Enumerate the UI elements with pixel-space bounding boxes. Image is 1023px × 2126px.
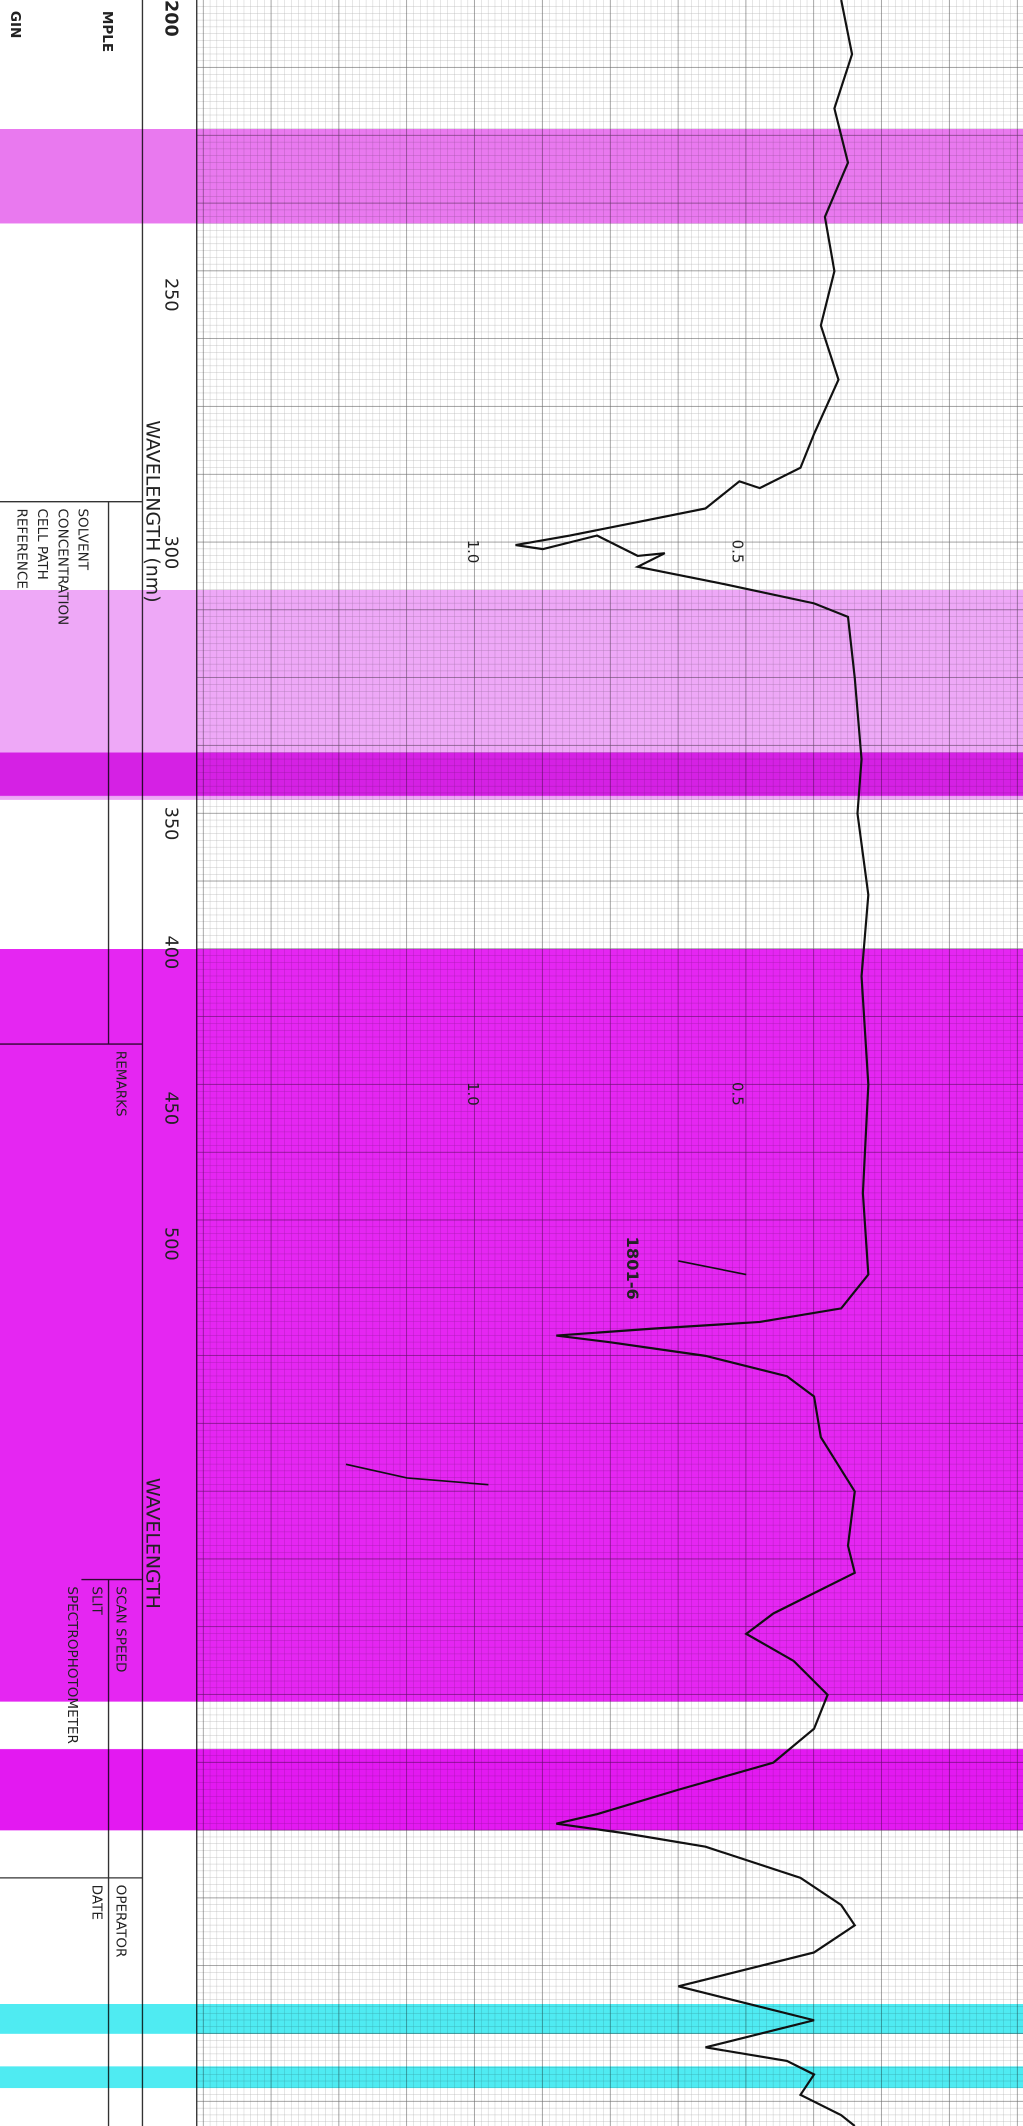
annotation: 0.5 [729, 540, 747, 564]
annotation: 1.0 [464, 540, 482, 564]
form-field: OPERATOR [113, 1885, 129, 1958]
pen-stroke [345, 1463, 489, 1486]
origin-label: GIN [7, 11, 23, 38]
axis-title: WAVELENGTH (nm) [142, 420, 164, 602]
axis-title: WAVELENGTH [142, 1478, 164, 1609]
form-field: REMARKS [113, 1051, 129, 1117]
form-field: SOLVENT [75, 508, 91, 570]
pen-stroke [678, 1260, 747, 1276]
form-field: CELL PATH [34, 508, 50, 579]
tick-label: 450 [161, 1091, 181, 1125]
corner-tick: 200 [161, 0, 181, 37]
annotation: 1.0 [464, 1082, 482, 1106]
form-field: SCAN SPEED [113, 1586, 129, 1672]
form-field: SLIT [88, 1586, 104, 1615]
tick-label: 250 [161, 278, 181, 312]
tick-label: 300 [161, 536, 181, 570]
labels: 200 MPLE GIN 250 300 350 400 450 500 WAV… [7, 0, 747, 1958]
annotation: 0.5 [729, 1082, 747, 1106]
annotation: 1801-6 [623, 1237, 642, 1300]
tick-label: 500 [161, 1227, 181, 1261]
form-field: CONCENTRATION [54, 508, 70, 625]
form-field: SPECTROPHOTOMETER [64, 1586, 80, 1744]
artifact-bands [0, 128, 1023, 2089]
form-field: REFERENCE [14, 508, 30, 588]
tick-label: 400 [161, 936, 181, 970]
tick-label: 350 [161, 807, 181, 841]
sample-label: MPLE [99, 11, 115, 52]
form-field: DATE [88, 1885, 104, 1920]
spectrum-trace [515, 0, 870, 2126]
